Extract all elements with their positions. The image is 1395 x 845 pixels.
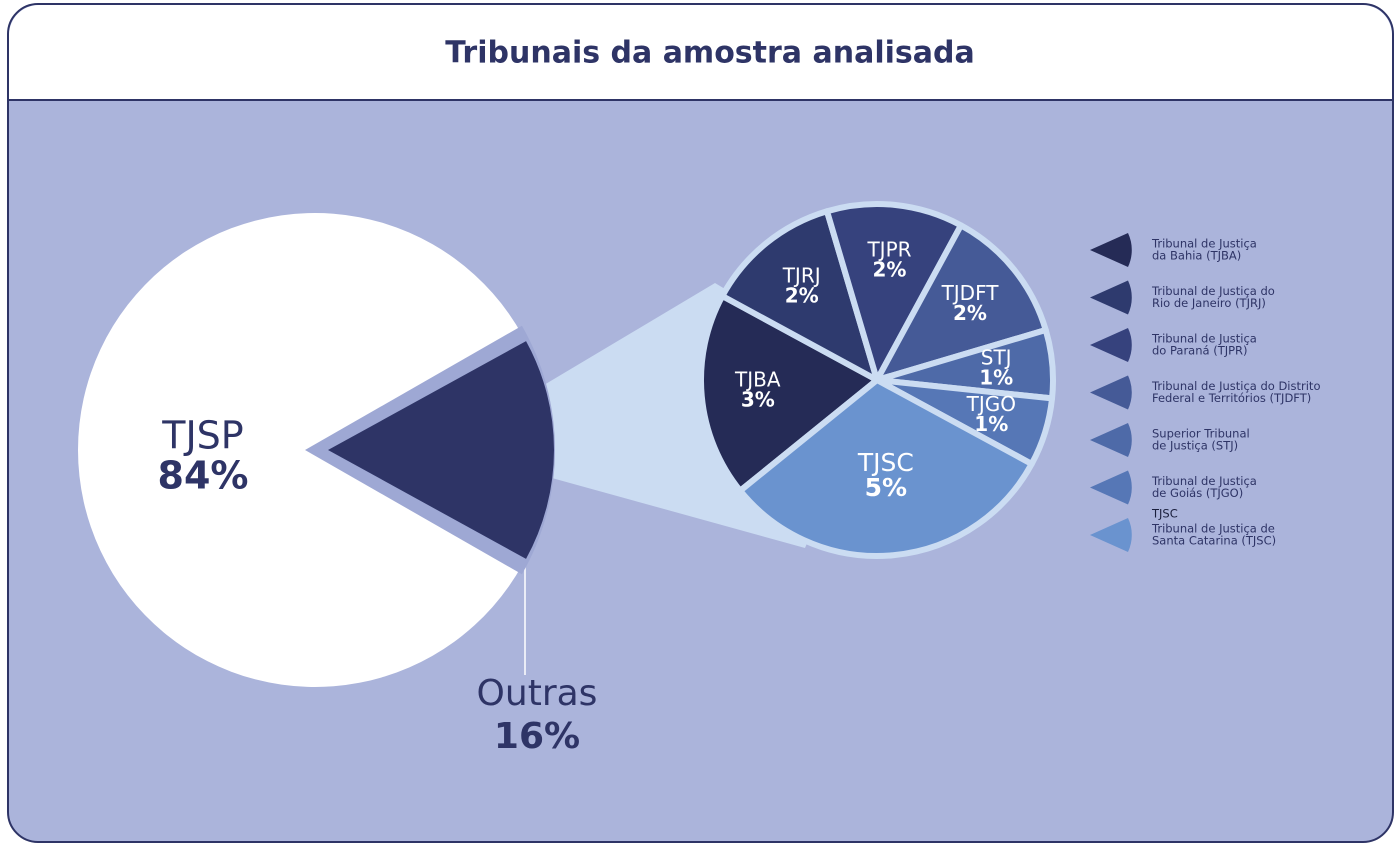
sub-slice-value: 3% [741,387,775,411]
sub-slice-value: 1% [979,366,1013,390]
legend-label: de Justiça (STJ) [1152,439,1238,453]
sub-slice [824,201,964,383]
legend-label: Santa Catarina (TJSC) [1152,534,1276,548]
sub-slice-label: TJGO [966,392,1016,416]
legend-label: Tribunal de Justiça [1151,332,1257,346]
sub-slice-label: TJSC [857,448,914,477]
annotation: TJSC [1151,507,1178,521]
sub-slice-value: 2% [953,301,987,325]
legend-label: do Paraná (TJPR) [1152,344,1248,358]
legend-label: de Goiás (TJGO) [1152,486,1243,500]
legend-swatch [1090,423,1132,457]
slice-value: 16% [494,716,580,757]
legend-label: Tribunal de Justiça [1151,237,1257,251]
sub-slice-value: 2% [785,283,819,307]
legend-swatch [1090,233,1132,267]
slice [328,341,554,559]
legend-label: Superior Tribunal [1152,427,1250,441]
legend-label: Rio de Janeiro (TJRJ) [1152,296,1266,310]
header [9,4,1392,101]
sub-slice-value: 1% [974,412,1008,436]
slice-label: TJSP [161,414,243,458]
sub-slice-label: TJBA [734,367,781,391]
slice [77,212,523,687]
legend-swatch [1090,518,1132,552]
sub-slice [737,377,1035,559]
sub-slice [698,293,880,494]
legend-swatch [1090,470,1132,505]
sub-pie: TJBA3%TJRJ2%TJPR2%TJDFT2%STJ1%TJGO1%TJSC… [698,201,1056,559]
sub-slice-value: 2% [873,257,907,281]
legend-label: Tribunal de Justiça do Distrito [1151,379,1320,393]
slice-label: Outras [477,673,598,714]
legend-swatch [1090,375,1132,410]
legend-label: Tribunal de Justiça [1151,474,1257,488]
sub-slice-label: STJ [981,346,1012,370]
sub-slice-value: 5% [865,473,907,502]
slice-value: 84% [158,454,249,498]
legend-label: Tribunal de Justiça do [1151,284,1275,298]
chart-title: Tribunais da amostra analisada [445,36,974,71]
sub-slice-label: TJRJ [782,263,821,287]
legend-label: Federal e Territórios (TJDFT) [1152,391,1311,405]
sub-slice-label: TJDFT [941,281,1000,305]
sub-slice-label: TJPR [866,237,911,261]
legend-label: Tribunal de Justiça de [1151,522,1275,536]
legend-swatch [1090,280,1132,315]
legend-label: da Bahia (TJBA) [1152,249,1241,263]
legend-swatch [1090,328,1132,362]
